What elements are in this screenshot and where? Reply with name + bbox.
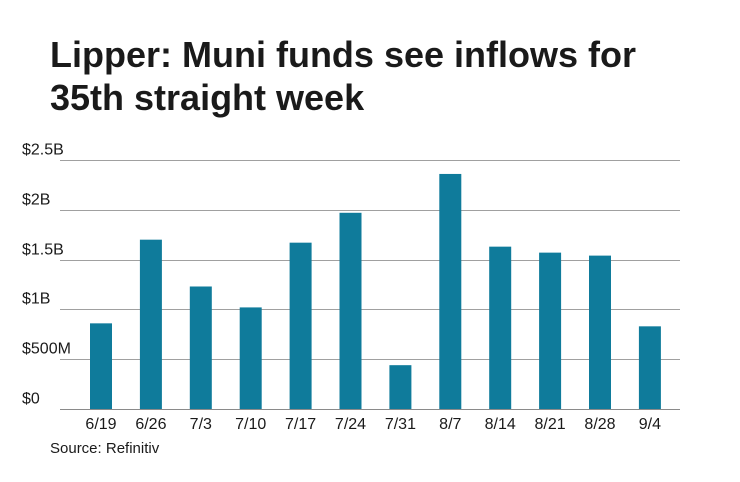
bar-9-4 bbox=[638, 326, 661, 409]
bar-8-28 bbox=[589, 255, 611, 409]
bar-6-26 bbox=[139, 239, 162, 409]
x-tick-label-9-4: 9/4 bbox=[639, 416, 661, 433]
y-tick-label-2: $1B bbox=[22, 291, 50, 308]
bar-8-14 bbox=[489, 246, 512, 409]
x-tick-label-7-31: 7/31 bbox=[385, 416, 416, 433]
bar-7-3 bbox=[189, 286, 212, 409]
x-tick-label-8-28: 8/28 bbox=[584, 416, 615, 433]
x-tick-label-7-24: 7/24 bbox=[335, 416, 366, 433]
gridlines bbox=[60, 160, 680, 410]
y-tick-label-3: $1.5B bbox=[22, 242, 64, 259]
bar-7-17 bbox=[289, 242, 312, 409]
bar-7-24 bbox=[339, 212, 362, 409]
bar-8-21 bbox=[539, 252, 562, 409]
x-tick-label-7-10: 7/10 bbox=[235, 416, 266, 433]
x-tick-label-8-7: 8/7 bbox=[439, 416, 461, 433]
bar-7-10 bbox=[239, 307, 262, 409]
x-tick-label-6-26: 6/26 bbox=[135, 416, 166, 433]
y-tick-label-4: $2B bbox=[22, 192, 50, 209]
x-tick-label-7-17: 7/17 bbox=[285, 416, 316, 433]
y-tick-label-1: $500M bbox=[22, 341, 71, 358]
bar-7-31 bbox=[389, 365, 412, 409]
y-tick-label-0: $0 bbox=[22, 391, 40, 408]
bar-8-7 bbox=[439, 173, 462, 409]
bar-6-19 bbox=[90, 323, 112, 409]
chart-title: Lipper: Muni funds see inflows for 35th … bbox=[50, 34, 637, 118]
x-tick-label-7-3: 7/3 bbox=[190, 416, 212, 433]
x-tick-label-6-19: 6/19 bbox=[85, 416, 116, 433]
x-tick-label-8-21: 8/21 bbox=[535, 416, 566, 433]
y-axis-tick-labels: $0 $500M $1B $1.5B $2B $2.5B bbox=[22, 142, 71, 408]
bars bbox=[90, 173, 661, 409]
x-axis-tick-labels: 6/19 6/26 7/3 7/10 7/17 7/24 7/31 8/7 8/14 8/21 8/… bbox=[85, 416, 661, 433]
x-tick-label-8-14: 8/14 bbox=[485, 416, 516, 433]
source-note: Source: Refinitiv bbox=[50, 440, 160, 457]
y-tick-label-5: $2.5B bbox=[22, 142, 64, 159]
